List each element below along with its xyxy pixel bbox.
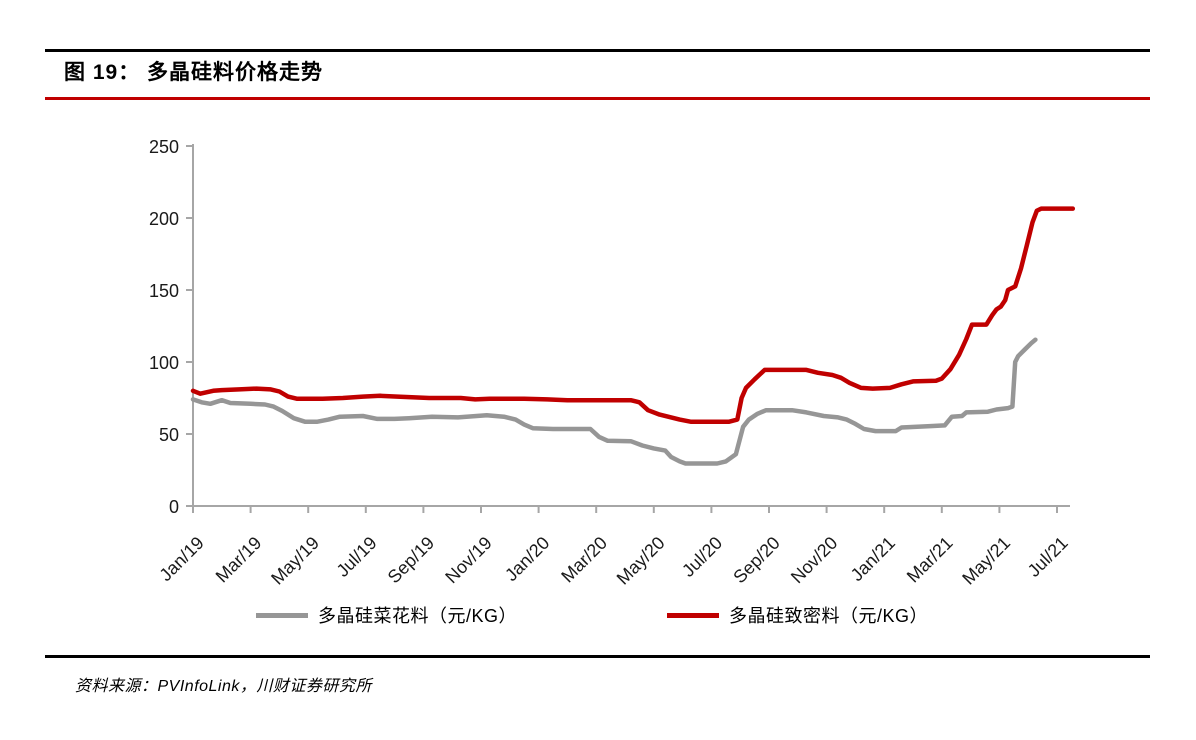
- y-tick-label: 150: [149, 281, 179, 301]
- legend-item-dense: 多晶硅致密料（元/KG）: [667, 602, 928, 628]
- x-tick-label: Mar/19: [212, 533, 266, 587]
- legend-label-dense: 多晶硅致密料（元/KG）: [729, 606, 929, 626]
- x-tick-label: Jan/20: [501, 533, 553, 585]
- x-tick-label: Sep/20: [729, 533, 783, 587]
- source-text: 资料来源：PVInfoLink，川财证券研究所: [75, 678, 372, 695]
- series-line-1: [190, 206, 1076, 425]
- x-tick-label: Jan/21: [847, 533, 899, 585]
- x-tick-label: May/21: [958, 533, 1014, 589]
- x-tick-label: Jul/19: [333, 533, 381, 581]
- x-tick-label: Nov/20: [787, 533, 841, 587]
- x-tick-label: Mar/21: [903, 533, 957, 587]
- y-tick-label: 100: [149, 353, 179, 373]
- x-tick-label: Sep/19: [384, 533, 438, 587]
- y-tick-label: 50: [159, 425, 179, 445]
- series-line-0: [190, 337, 1038, 466]
- x-tick-label: May/20: [613, 533, 669, 589]
- header-rule-top: [45, 49, 1150, 52]
- y-tick-label: 200: [149, 209, 179, 229]
- footer-rule: [45, 655, 1150, 658]
- x-tick-label: Mar/20: [557, 533, 611, 587]
- legend-label-cauliflower: 多晶硅菜花料（元/KG）: [318, 606, 518, 626]
- gray-line-swatch: [256, 612, 308, 618]
- x-tick-label: Nov/19: [441, 533, 495, 587]
- x-tick-label: Jul/20: [678, 533, 726, 581]
- y-tick-label: 0: [169, 497, 179, 517]
- x-tick-label: May/19: [267, 533, 323, 589]
- red-line-swatch: [667, 612, 719, 618]
- y-tick-label: 250: [149, 137, 179, 157]
- x-tick-label: Jan/19: [155, 533, 207, 585]
- page-title: 图 19： 多晶硅料价格走势: [64, 61, 324, 84]
- x-tick-label: Jul/21: [1024, 533, 1072, 581]
- legend-item-cauliflower: 多晶硅菜花料（元/KG）: [256, 602, 517, 628]
- header-rule-red: [45, 97, 1150, 100]
